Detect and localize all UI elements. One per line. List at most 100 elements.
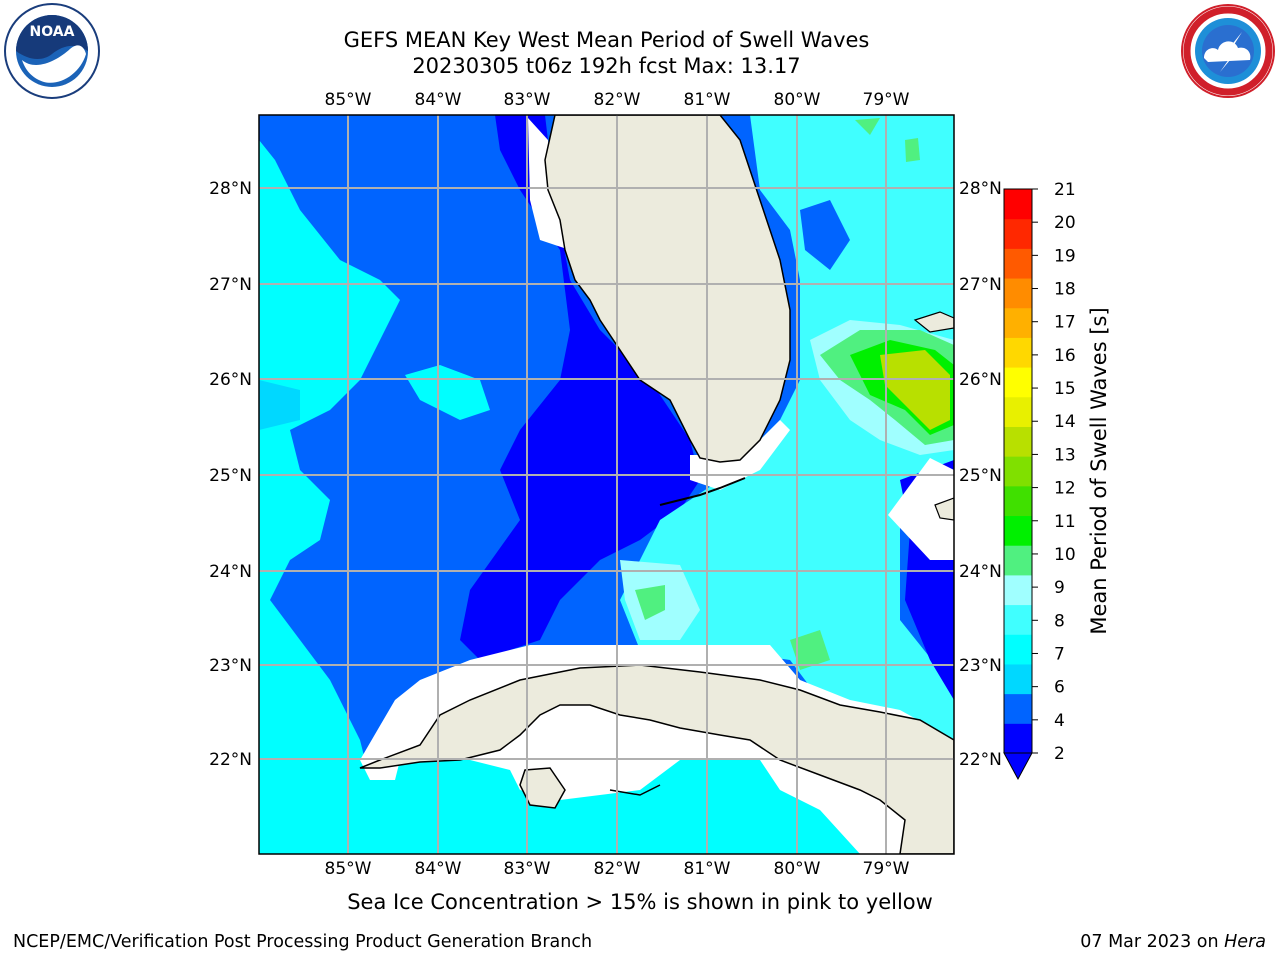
florida-landmass [544, 115, 791, 463]
footer-date-text: 07 Mar 2023 on [1080, 932, 1219, 952]
colorbar-segment [1004, 723, 1032, 754]
latitude-labels-left: 28°N 27°N 26°N 25°N 24°N 23°N 22°N [209, 179, 252, 770]
cyan-patch-west [259, 380, 300, 430]
colorbar-label: Mean Period of Swell Waves [s] [1087, 307, 1111, 634]
southern-cyan-band [259, 760, 860, 854]
green-patch-south [635, 585, 665, 620]
colorbar-tick-label: 9 [1054, 578, 1065, 598]
colorbar-segment [1004, 693, 1032, 724]
footer-credit: NCEP/EMC/Verification Post Processing Pr… [13, 932, 593, 952]
noaa-logo: NOAA [4, 3, 100, 99]
lat-tick-label: 28°N [209, 179, 252, 199]
colorbar-extend-arrow [1003, 752, 1033, 781]
isla-juventud [519, 767, 566, 809]
bahamas-islands [913, 311, 954, 333]
green-patch-north-2 [905, 138, 920, 162]
footer-host: Hera [1224, 932, 1266, 952]
lat-tick-label: 23°N [959, 656, 1002, 676]
florida-keys [659, 477, 746, 506]
colorbar-tick-label: 15 [1054, 379, 1076, 399]
lon-tick-label: 81°W [684, 859, 731, 879]
map-area [259, 115, 954, 854]
deep-blue-coastal [460, 115, 700, 660]
straits-cyan-region [620, 115, 954, 760]
colorbar-segment [1004, 248, 1032, 279]
lon-tick-label: 83°W [504, 859, 551, 879]
lon-tick-label: 82°W [594, 90, 641, 110]
colorbar-segment [1004, 218, 1032, 249]
colorbar-segment [1004, 367, 1032, 398]
lat-tick-label: 22°N [959, 750, 1002, 770]
lon-tick-label: 84°W [415, 90, 462, 110]
colorbar-tick-label: 20 [1054, 213, 1076, 233]
colorbar-segment [1004, 426, 1032, 457]
colorbar-segment [1004, 604, 1032, 635]
colorbar-segment [1004, 634, 1032, 665]
map-frame [258, 114, 955, 855]
colorbar-tick-label: 12 [1054, 479, 1076, 499]
lon-tick-label: 84°W [415, 859, 462, 879]
bahamas-islands-south [934, 497, 954, 521]
colorbar: 2 4 6 7 8 9 10 11 12 13 14 15 16 17 18 19 20 21 [1003, 180, 1076, 781]
chart-subtitle: 20230305 t06z 192h fcst Max: 13.17 [412, 54, 801, 78]
missing-data-bahamas [888, 458, 954, 560]
colorbar-segment [1004, 515, 1032, 546]
lon-tick-label: 80°W [774, 859, 821, 879]
western-cyan-region [259, 140, 400, 854]
lon-tick-label: 85°W [325, 859, 372, 879]
lon-tick-label: 82°W [594, 859, 641, 879]
lon-tick-label: 83°W [504, 90, 551, 110]
lon-tick-label: 79°W [863, 90, 910, 110]
colorbar-tick-label: 2 [1054, 744, 1065, 764]
colorbar-segment [1004, 663, 1032, 695]
lon-tick-label: 81°W [684, 90, 731, 110]
colorbar-segment [1004, 337, 1032, 368]
lat-tick-label: 22°N [209, 750, 252, 770]
lat-tick-label: 24°N [959, 562, 1002, 582]
lon-tick-label: 85°W [325, 90, 372, 110]
lon-tick-label: 79°W [863, 859, 910, 879]
colorbar-frame [1003, 188, 1033, 753]
lat-tick-label: 24°N [209, 562, 252, 582]
colorbar-segment [1004, 485, 1032, 517]
lon-tick-label: 80°W [774, 90, 821, 110]
colorbar-tick-label: 21 [1054, 180, 1076, 200]
sea-ice-note: Sea Ice Concentration > 15% is shown in … [347, 890, 933, 914]
lat-tick-label: 25°N [209, 466, 252, 486]
colorbar-segment [1004, 396, 1032, 427]
colorbar-tick-label: 13 [1054, 445, 1076, 465]
lat-tick-label: 27°N [209, 275, 252, 295]
colorbar-segment [1004, 545, 1032, 576]
colorbar-segment [1004, 456, 1032, 487]
colorbar-segment [1004, 574, 1032, 606]
cuba-cays [609, 784, 661, 796]
colorbar-tick-label: 17 [1054, 313, 1076, 333]
lat-tick-label: 27°N [959, 275, 1002, 295]
lat-tick-label: 25°N [959, 466, 1002, 486]
colorbar-tick-label: 19 [1054, 246, 1076, 266]
colorbar-tick-label: 10 [1054, 545, 1076, 565]
yellow-green-max-zone [880, 350, 950, 430]
noaa-logo-text: NOAA [30, 24, 75, 40]
lat-tick-label: 23°N [209, 656, 252, 676]
colorbar-tick-label: 18 [1054, 280, 1076, 300]
latitude-labels-right: 28°N 27°N 26°N 25°N 24°N 23°N 22°N [959, 179, 1002, 770]
longitude-labels-bottom: 85°W 84°W 83°W 82°W 81°W 80°W 79°W [325, 859, 910, 879]
map-gridlines [259, 115, 954, 854]
colorbar-tick-label: 4 [1054, 711, 1065, 731]
footer-date: 07 Mar 2023 on Hera [1080, 932, 1266, 952]
colorbar-segment [1004, 307, 1032, 338]
cuba-landmass [359, 664, 954, 854]
colorbar-tick-label: 8 [1054, 611, 1065, 631]
blue-patch-atlantic [800, 200, 850, 270]
lat-tick-label: 28°N [959, 179, 1002, 199]
colorbar-segment [1004, 189, 1032, 220]
colorbar-tick-label: 11 [1054, 512, 1076, 532]
green-patch-north [855, 118, 880, 135]
nws-logo [1181, 4, 1275, 98]
colorbar-tick-label: 16 [1054, 346, 1076, 366]
lat-tick-label: 26°N [959, 370, 1002, 390]
colorbar-tick-label: 6 [1054, 678, 1065, 698]
colorbar-tick-label: 14 [1054, 412, 1076, 432]
